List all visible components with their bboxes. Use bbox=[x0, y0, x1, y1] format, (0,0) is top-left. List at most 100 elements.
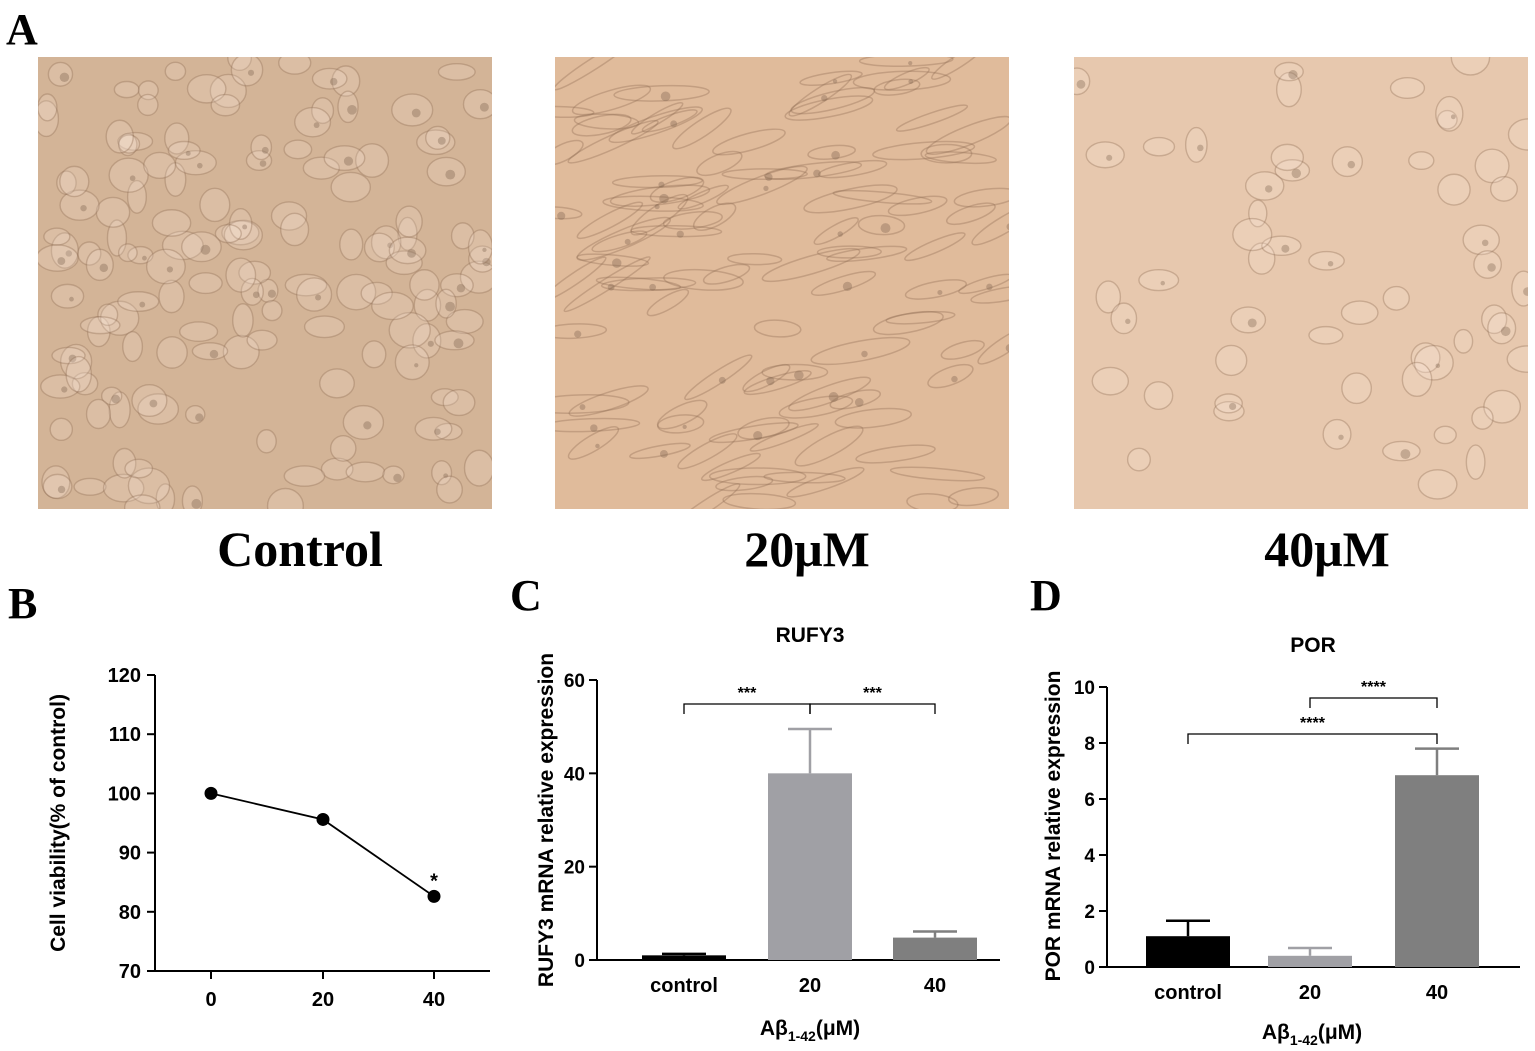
debris-dot bbox=[986, 283, 993, 291]
cell-shape bbox=[257, 278, 279, 303]
cell-shape bbox=[895, 104, 969, 132]
cell-shape bbox=[227, 57, 253, 72]
debris-dot bbox=[200, 244, 211, 255]
cell-shape bbox=[412, 322, 442, 359]
cell-shape bbox=[858, 57, 954, 67]
debris-dot bbox=[861, 350, 868, 358]
cell-shape bbox=[363, 232, 395, 263]
debris-dot bbox=[951, 375, 958, 383]
cell-shape bbox=[1085, 141, 1125, 169]
cell-shape bbox=[749, 422, 819, 452]
cell-shape bbox=[763, 160, 863, 180]
cell-shape bbox=[245, 149, 273, 172]
y-tick-label: 100 bbox=[108, 783, 141, 805]
cell-shape bbox=[1408, 151, 1435, 171]
chart-title: RUFY3 bbox=[776, 624, 845, 647]
debris-dot bbox=[247, 69, 255, 76]
cell-shape bbox=[97, 303, 119, 327]
cell-shape bbox=[186, 73, 227, 104]
y-tick-label: 2 bbox=[1084, 902, 1095, 923]
debris-dot bbox=[612, 258, 622, 268]
y-tick-label: 8 bbox=[1084, 734, 1095, 755]
bar bbox=[1395, 775, 1479, 967]
debris-dot bbox=[209, 349, 219, 359]
cell-shape bbox=[158, 279, 185, 314]
cell-shape bbox=[630, 224, 723, 238]
cell-shape bbox=[692, 202, 737, 231]
cell-shape bbox=[50, 283, 85, 309]
data-point bbox=[316, 812, 330, 826]
cell-shape bbox=[1138, 269, 1180, 292]
debris-dot bbox=[139, 301, 146, 308]
cell-shape bbox=[77, 241, 102, 266]
debris-dot bbox=[1291, 168, 1302, 179]
data-point bbox=[427, 889, 441, 903]
cell-shape bbox=[1341, 372, 1373, 405]
cell-shape bbox=[85, 398, 112, 430]
cell-shape bbox=[1244, 171, 1285, 201]
debris-dot bbox=[80, 204, 87, 212]
debris-dot bbox=[252, 291, 260, 299]
cell-shape bbox=[86, 316, 111, 348]
cell-shape bbox=[927, 363, 974, 389]
debris-dot bbox=[1197, 144, 1204, 152]
cell-shape bbox=[59, 165, 90, 198]
x-tick-label: 40 bbox=[1426, 982, 1448, 1004]
cell-shape bbox=[1453, 328, 1474, 354]
cell-shape bbox=[342, 404, 385, 440]
cell-shape bbox=[794, 425, 864, 467]
y-axis-label: POR mRNA relative expression bbox=[1042, 671, 1065, 982]
cell-shape bbox=[595, 276, 682, 291]
cell-shape bbox=[555, 323, 608, 340]
cell-shape bbox=[852, 70, 952, 91]
debris-dot bbox=[313, 122, 320, 129]
cell-shape bbox=[73, 477, 107, 496]
cell-shape bbox=[630, 193, 689, 236]
cell-shape bbox=[117, 131, 154, 151]
cell-shape bbox=[294, 106, 332, 138]
x-tick-label: 20 bbox=[312, 989, 334, 1011]
cell-shape bbox=[799, 70, 863, 87]
cell-shape bbox=[662, 210, 723, 230]
cell-shape bbox=[947, 487, 1000, 507]
debris-dot bbox=[111, 394, 120, 404]
cell-shape bbox=[1308, 325, 1344, 345]
cell-shape bbox=[970, 285, 1009, 304]
significance-bracket bbox=[1309, 697, 1438, 708]
panel-label-a: A bbox=[6, 5, 38, 54]
debris-dot bbox=[821, 95, 828, 102]
cell-shape bbox=[925, 115, 1009, 155]
cell-shape bbox=[567, 426, 620, 460]
cell-shape bbox=[49, 417, 74, 442]
cell-shape bbox=[971, 201, 1009, 246]
cell-shape bbox=[336, 273, 377, 311]
debris-dot bbox=[363, 421, 372, 430]
debris-dot bbox=[658, 181, 665, 188]
debris-dot bbox=[1450, 114, 1456, 120]
debris-dot bbox=[649, 283, 657, 291]
debris-dot bbox=[1005, 344, 1009, 352]
cell-shape bbox=[414, 416, 453, 441]
cell-shape bbox=[832, 189, 933, 205]
cell-shape bbox=[430, 388, 459, 407]
cell-shape bbox=[137, 93, 159, 117]
debris-dot bbox=[1481, 239, 1489, 247]
cell-shape bbox=[266, 487, 304, 509]
cell-shape bbox=[311, 67, 348, 90]
cell-shape bbox=[283, 465, 326, 487]
cell-shape bbox=[416, 129, 456, 156]
debris-dot bbox=[837, 231, 843, 237]
cell-shape bbox=[816, 245, 882, 259]
cell-shape bbox=[127, 245, 154, 265]
cell-shape bbox=[261, 299, 283, 322]
cell-shape bbox=[573, 113, 640, 130]
significance-label: **** bbox=[1300, 715, 1326, 732]
cell-shape bbox=[855, 444, 936, 464]
cell-shape bbox=[303, 315, 346, 339]
cell-shape bbox=[722, 492, 797, 509]
cell-shape bbox=[108, 391, 131, 429]
cell-shape bbox=[1473, 250, 1502, 279]
cell-shape bbox=[904, 279, 967, 300]
cell-shape bbox=[1437, 173, 1471, 206]
cell-shape bbox=[99, 300, 140, 336]
